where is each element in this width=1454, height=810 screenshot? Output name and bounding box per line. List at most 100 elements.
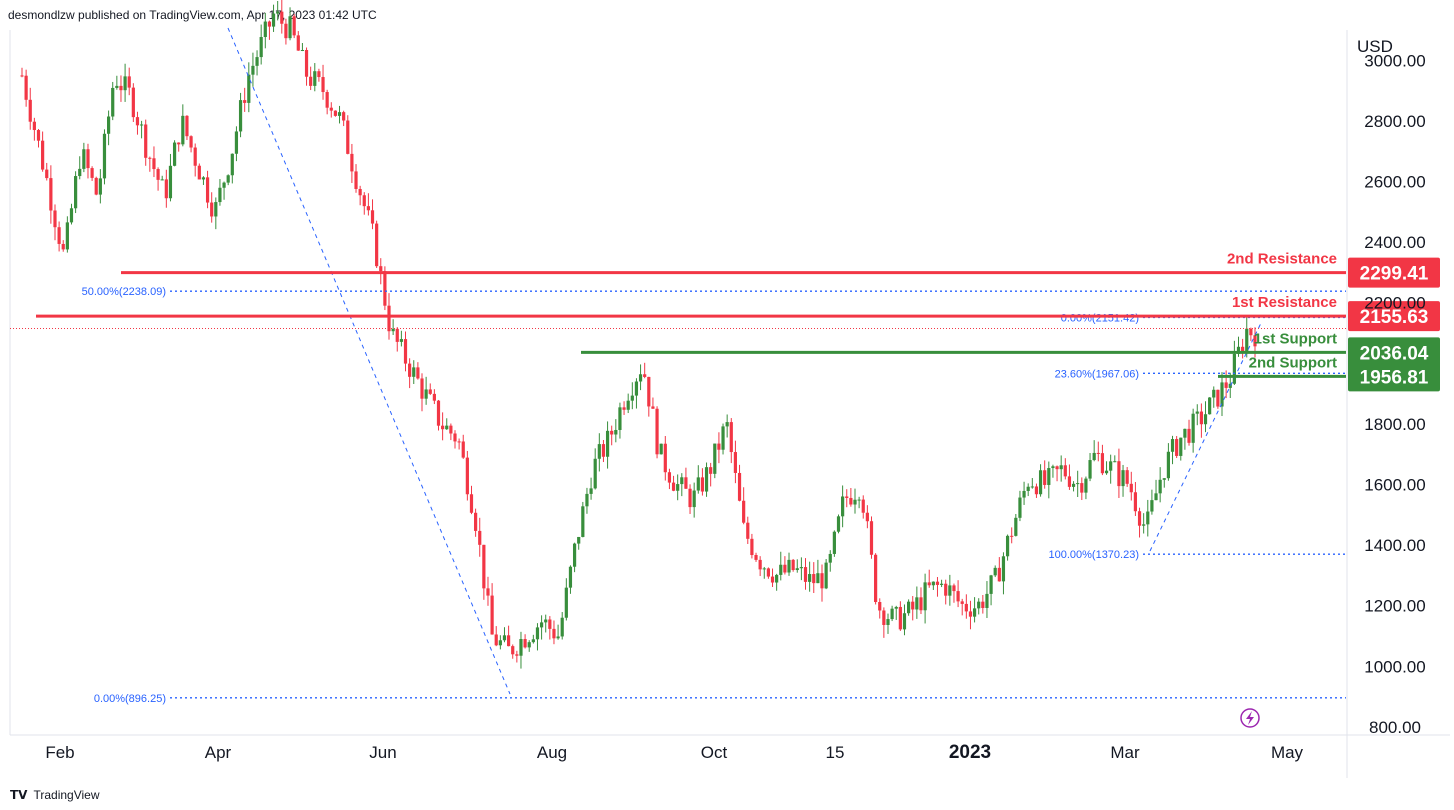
candle-body bbox=[1022, 490, 1026, 498]
candle-body bbox=[201, 177, 206, 180]
candle-body bbox=[387, 305, 391, 332]
candle-body bbox=[647, 376, 651, 407]
candle-body bbox=[816, 573, 820, 584]
candle-body bbox=[746, 522, 750, 539]
candle-body bbox=[1142, 524, 1146, 526]
candle-body bbox=[960, 601, 964, 604]
candle-body bbox=[296, 35, 300, 51]
candle-body bbox=[894, 606, 898, 609]
candle-body bbox=[238, 100, 243, 132]
y-tick-label: 2400.00 bbox=[1364, 233, 1425, 252]
candle-body bbox=[713, 443, 717, 474]
x-tick-label: 15 bbox=[826, 743, 845, 762]
candle-body bbox=[1232, 353, 1236, 384]
candle-body bbox=[791, 559, 795, 571]
candle-body bbox=[474, 512, 478, 531]
candle-body bbox=[1067, 476, 1072, 487]
level-label: 1st Resistance bbox=[1232, 294, 1337, 311]
candle-body bbox=[869, 521, 874, 555]
lightning-icon-bolt bbox=[1246, 711, 1254, 725]
candle-body bbox=[350, 153, 354, 172]
x-tick-label: Aug bbox=[537, 743, 567, 762]
candle-body bbox=[189, 136, 193, 148]
candle-body bbox=[993, 567, 997, 576]
footer: 𝗧𝗩 TradingView bbox=[10, 788, 100, 802]
candle-body bbox=[24, 75, 28, 100]
candle-body bbox=[626, 400, 630, 410]
candle-body bbox=[267, 21, 272, 27]
candle-body bbox=[337, 112, 342, 116]
candle-body bbox=[263, 21, 267, 38]
candle-body bbox=[688, 488, 692, 508]
candle-body bbox=[304, 50, 309, 77]
candle-body bbox=[1203, 414, 1208, 425]
candle-body bbox=[1096, 452, 1100, 454]
candle-body bbox=[395, 328, 399, 342]
candle-body bbox=[564, 587, 568, 618]
candle-body bbox=[135, 117, 140, 126]
candle-body bbox=[832, 531, 836, 554]
candle-body bbox=[20, 75, 24, 77]
candle-body bbox=[342, 112, 346, 121]
candle-body bbox=[247, 74, 251, 103]
candle-body bbox=[812, 574, 816, 584]
candle-body bbox=[57, 227, 61, 244]
candle-body bbox=[539, 622, 544, 628]
candle-body bbox=[111, 87, 115, 117]
candle-body bbox=[865, 512, 869, 522]
x-tick-label: Mar bbox=[1110, 743, 1140, 762]
candle-body bbox=[234, 131, 239, 154]
candle-body bbox=[49, 178, 53, 211]
candle-body bbox=[692, 490, 696, 508]
candle-body bbox=[309, 76, 313, 86]
x-tick-label: 2023 bbox=[949, 742, 991, 763]
candle-body bbox=[523, 639, 527, 648]
candle-body bbox=[939, 583, 944, 585]
candle-body bbox=[1170, 439, 1175, 452]
candle-body bbox=[861, 499, 865, 513]
candle-body bbox=[931, 581, 935, 586]
candle-body bbox=[552, 628, 556, 639]
candle-body bbox=[313, 71, 317, 86]
candle-body bbox=[317, 71, 321, 78]
candle-body bbox=[923, 582, 927, 611]
candle-body bbox=[944, 583, 948, 596]
candle-body bbox=[1162, 478, 1166, 480]
candle-body bbox=[972, 608, 977, 617]
candle-body bbox=[1109, 461, 1113, 471]
candle-body bbox=[284, 23, 288, 39]
candle-body bbox=[148, 157, 152, 159]
candle-body bbox=[618, 407, 622, 430]
candle-body bbox=[527, 642, 531, 648]
candle-body bbox=[700, 477, 705, 492]
candle-body bbox=[1183, 428, 1187, 438]
levels-layer: 50.00%(2238.09) 0.00%(2151.42) 23.60%(1967… bbox=[10, 251, 1440, 705]
candle-body bbox=[177, 142, 181, 145]
axis-layer: 800.00 1000.00 1200.00 1400.00 1600.00 1800.0… bbox=[45, 37, 1425, 763]
candle-body bbox=[589, 488, 593, 494]
candle-body bbox=[1084, 478, 1088, 493]
candle-body bbox=[795, 568, 799, 571]
candle-body bbox=[515, 654, 519, 656]
candle-body bbox=[1236, 346, 1241, 354]
candle-body bbox=[251, 65, 255, 75]
candle-body bbox=[890, 608, 894, 620]
candle-body bbox=[362, 195, 366, 207]
candle-body bbox=[878, 602, 882, 611]
y-tick-label: 2800.00 bbox=[1364, 112, 1425, 131]
candle-body bbox=[1005, 535, 1010, 557]
candle-body bbox=[1001, 556, 1006, 582]
level-label: 2nd Support bbox=[1249, 354, 1337, 371]
candle-body bbox=[1092, 452, 1096, 461]
candle-body bbox=[346, 120, 350, 154]
candle-body bbox=[441, 425, 445, 430]
candle-body bbox=[370, 210, 375, 224]
candle-body bbox=[902, 613, 907, 630]
candle-body bbox=[168, 165, 173, 199]
candle-body bbox=[915, 597, 919, 610]
candle-body bbox=[185, 115, 189, 137]
candle-body bbox=[651, 406, 655, 409]
candle-body bbox=[1051, 466, 1055, 469]
candle-body bbox=[280, 11, 284, 24]
